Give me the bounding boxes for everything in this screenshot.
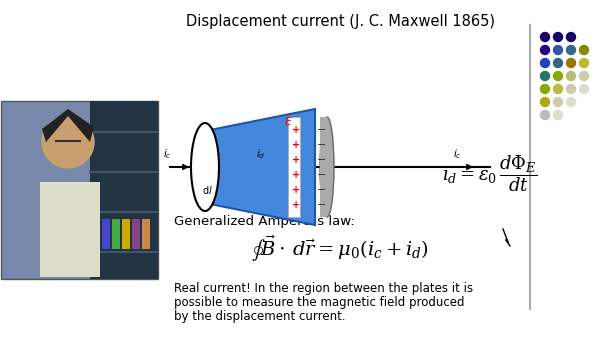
Circle shape: [579, 71, 588, 81]
Text: Generalized Ampere´s law:: Generalized Ampere´s law:: [174, 215, 355, 228]
Circle shape: [553, 97, 562, 106]
FancyBboxPatch shape: [320, 117, 327, 217]
Ellipse shape: [191, 123, 219, 211]
Text: +: +: [292, 185, 300, 195]
Circle shape: [553, 59, 562, 67]
Text: Real current! In the region between the plates it is: Real current! In the region between the …: [174, 282, 473, 295]
Circle shape: [567, 71, 576, 81]
Text: +: +: [292, 170, 300, 180]
Circle shape: [553, 45, 562, 55]
Circle shape: [567, 97, 576, 106]
FancyBboxPatch shape: [1, 101, 158, 279]
FancyBboxPatch shape: [288, 117, 300, 217]
Text: −: −: [317, 155, 326, 165]
Text: −: −: [317, 170, 326, 180]
Circle shape: [553, 85, 562, 93]
Text: −: −: [317, 185, 326, 195]
Text: d$l$: d$l$: [202, 184, 213, 196]
Circle shape: [42, 116, 94, 168]
Text: E: E: [285, 117, 292, 127]
Text: $i_d$: $i_d$: [256, 147, 265, 161]
Circle shape: [567, 59, 576, 67]
Text: +: +: [292, 155, 300, 165]
FancyBboxPatch shape: [102, 219, 110, 249]
FancyBboxPatch shape: [122, 219, 130, 249]
Text: +: +: [292, 125, 300, 135]
FancyBboxPatch shape: [90, 101, 158, 279]
Text: −: −: [317, 125, 326, 135]
Circle shape: [567, 45, 576, 55]
Text: possible to measure the magnetic field produced: possible to measure the magnetic field p…: [174, 296, 464, 309]
Circle shape: [540, 111, 549, 120]
FancyBboxPatch shape: [132, 219, 140, 249]
Text: +: +: [292, 200, 300, 210]
Ellipse shape: [320, 117, 334, 217]
Circle shape: [553, 32, 562, 41]
Text: $i_d = \varepsilon_0\,\dfrac{d\Phi_E}{dt}$: $i_d = \varepsilon_0\,\dfrac{d\Phi_E}{dt…: [442, 154, 538, 194]
Circle shape: [553, 111, 562, 120]
Circle shape: [567, 85, 576, 93]
Circle shape: [540, 32, 549, 41]
Text: by the displacement current.: by the displacement current.: [174, 310, 346, 323]
Text: $\oint \vec{B}\cdot\, d\vec{r} = \mu_0(i_c + i_d)$: $\oint \vec{B}\cdot\, d\vec{r} = \mu_0(i…: [251, 234, 429, 265]
Text: −: −: [317, 200, 326, 210]
Text: Displacement current (J. C. Maxwell 1865): Displacement current (J. C. Maxwell 1865…: [186, 14, 495, 29]
FancyBboxPatch shape: [142, 219, 150, 249]
Circle shape: [579, 45, 588, 55]
Text: +: +: [292, 140, 300, 150]
Circle shape: [567, 32, 576, 41]
Text: $i_c$: $i_c$: [163, 147, 172, 161]
Polygon shape: [42, 109, 94, 142]
Circle shape: [540, 71, 549, 81]
Circle shape: [540, 85, 549, 93]
Text: $i_c$: $i_c$: [453, 147, 462, 161]
Polygon shape: [205, 109, 315, 225]
Text: −: −: [317, 140, 326, 150]
Circle shape: [540, 45, 549, 55]
Circle shape: [540, 97, 549, 106]
Circle shape: [579, 85, 588, 93]
Circle shape: [540, 59, 549, 67]
FancyBboxPatch shape: [92, 219, 100, 249]
FancyBboxPatch shape: [112, 219, 120, 249]
Circle shape: [553, 71, 562, 81]
Circle shape: [579, 59, 588, 67]
Polygon shape: [40, 182, 100, 277]
